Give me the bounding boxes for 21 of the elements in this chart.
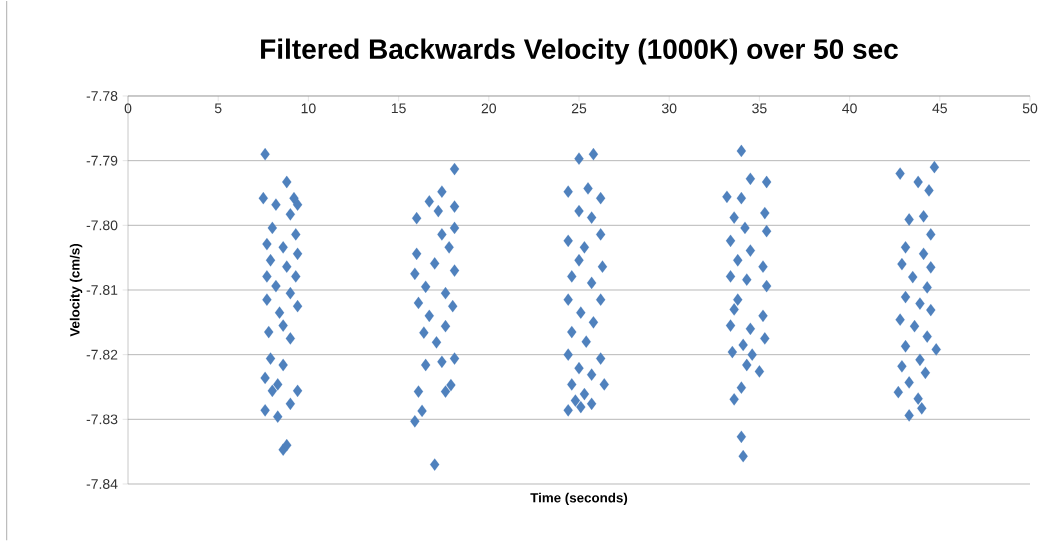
x-tick-label: 50 (1022, 103, 1038, 114)
x-tick-label: 10 (301, 103, 316, 114)
y-tick-label: -7.80 (86, 220, 118, 231)
x-tick-label: 35 (752, 103, 767, 114)
x-tick-label: 30 (661, 103, 677, 114)
y-tick-label: -7.81 (86, 285, 118, 295)
y-tick-label: -7.82 (86, 349, 118, 360)
x-tick-label: 25 (571, 103, 587, 114)
y-axis-title: Velocity (cm/s) (69, 243, 83, 337)
y-tick-label: -7.84 (86, 479, 118, 489)
x-tick-label: 15 (391, 103, 406, 114)
x-tick-label: 5 (214, 103, 222, 114)
x-tick-label: 0 (124, 103, 132, 114)
chart-title: Filtered Backwards Velocity (1000K) over 50 sec (261, 38, 898, 65)
x-axis-title: Time (seconds) (530, 492, 628, 506)
y-tick-label: -7.78 (86, 91, 118, 101)
x-tick-label: 40 (842, 103, 857, 114)
x-tick-label: 20 (481, 103, 497, 114)
y-tick-label: -7.83 (86, 414, 118, 425)
y-tick-label: -7.79 (86, 155, 118, 166)
x-tick-label: 45 (932, 103, 947, 114)
